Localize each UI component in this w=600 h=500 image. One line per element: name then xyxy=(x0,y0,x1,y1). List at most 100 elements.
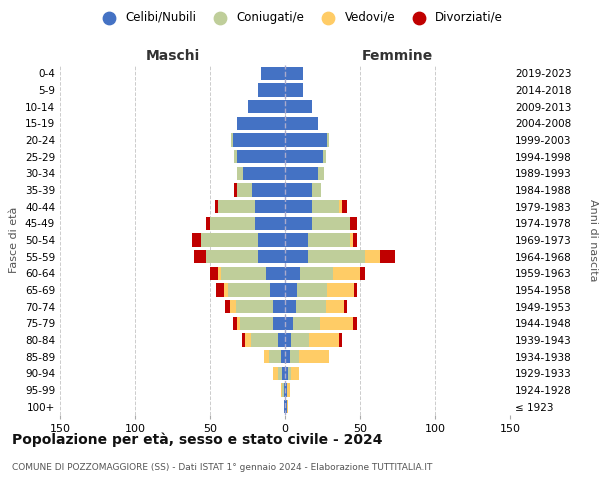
Bar xyxy=(285,284,297,296)
Bar xyxy=(237,184,252,196)
Bar xyxy=(237,166,243,180)
Bar xyxy=(225,300,229,314)
Bar xyxy=(223,284,228,296)
Bar xyxy=(273,316,285,330)
Bar xyxy=(285,266,300,280)
Bar xyxy=(281,350,285,364)
Bar xyxy=(285,300,296,314)
Bar xyxy=(192,234,201,246)
Bar xyxy=(201,234,258,246)
Bar xyxy=(258,84,285,96)
Bar xyxy=(327,284,354,296)
Bar xyxy=(285,350,290,364)
Bar xyxy=(312,184,321,196)
Bar xyxy=(288,366,291,380)
Bar xyxy=(349,216,357,230)
Bar xyxy=(360,266,365,280)
Bar xyxy=(237,116,285,130)
Bar xyxy=(285,366,288,380)
Bar xyxy=(237,150,285,164)
Bar xyxy=(285,234,308,246)
Bar xyxy=(273,366,277,380)
Bar xyxy=(205,250,258,264)
Bar xyxy=(258,250,285,264)
Bar xyxy=(264,350,269,364)
Bar xyxy=(291,366,299,380)
Bar xyxy=(291,334,309,346)
Bar xyxy=(284,384,285,396)
Bar xyxy=(234,184,237,196)
Legend: Celibi/Nubili, Coniugati/e, Vedovi/e, Divorziati/e: Celibi/Nubili, Coniugati/e, Vedovi/e, Di… xyxy=(95,8,505,26)
Y-axis label: Fasce di età: Fasce di età xyxy=(10,207,19,273)
Bar xyxy=(258,234,285,246)
Bar xyxy=(273,300,285,314)
Bar xyxy=(282,384,284,396)
Bar xyxy=(270,284,285,296)
Bar xyxy=(233,134,285,146)
Bar xyxy=(218,200,255,213)
Bar xyxy=(312,200,339,213)
Bar xyxy=(233,316,237,330)
Bar xyxy=(296,300,325,314)
Bar xyxy=(287,384,290,396)
Bar xyxy=(308,234,349,246)
Bar xyxy=(349,234,353,246)
Bar xyxy=(215,200,218,213)
Bar xyxy=(342,200,347,213)
Bar xyxy=(285,66,303,80)
Bar xyxy=(285,200,312,213)
Bar xyxy=(353,316,357,330)
Bar xyxy=(339,334,342,346)
Bar xyxy=(218,266,221,280)
Bar xyxy=(284,400,285,413)
Bar xyxy=(281,384,282,396)
Bar xyxy=(353,234,357,246)
Y-axis label: Anni di nascita: Anni di nascita xyxy=(588,198,598,281)
Bar xyxy=(285,116,318,130)
Bar xyxy=(354,284,357,296)
Bar xyxy=(285,134,327,146)
Bar xyxy=(285,166,318,180)
Bar xyxy=(285,150,323,164)
Bar xyxy=(248,100,285,114)
Text: Femmine: Femmine xyxy=(362,48,433,62)
Bar xyxy=(252,184,285,196)
Bar xyxy=(216,284,223,296)
Bar xyxy=(343,300,347,314)
Bar xyxy=(269,350,281,364)
Bar xyxy=(293,316,320,330)
Bar xyxy=(365,250,380,264)
Bar xyxy=(318,166,324,180)
Bar xyxy=(221,266,265,280)
Bar xyxy=(285,400,287,413)
Bar xyxy=(285,384,287,396)
Bar xyxy=(265,266,285,280)
Bar xyxy=(234,150,237,164)
Bar xyxy=(193,250,205,264)
Bar xyxy=(339,200,342,213)
Bar xyxy=(323,150,325,164)
Bar xyxy=(285,84,303,96)
Bar xyxy=(285,100,312,114)
Text: Popolazione per età, sesso e stato civile - 2024: Popolazione per età, sesso e stato civil… xyxy=(12,432,383,447)
Bar xyxy=(287,400,288,413)
Bar xyxy=(325,300,343,314)
Bar xyxy=(299,350,329,364)
Bar xyxy=(300,266,333,280)
Bar xyxy=(285,334,291,346)
Bar xyxy=(333,266,360,280)
Bar xyxy=(277,366,282,380)
Text: COMUNE DI POZZOMAGGIORE (SS) - Dati ISTAT 1° gennaio 2024 - Elaborazione TUTTITA: COMUNE DI POZZOMAGGIORE (SS) - Dati ISTA… xyxy=(12,462,433,471)
Bar xyxy=(205,216,210,230)
Bar xyxy=(320,316,353,330)
Bar xyxy=(297,284,327,296)
Bar xyxy=(235,300,273,314)
Bar xyxy=(261,66,285,80)
Bar xyxy=(255,216,285,230)
Bar xyxy=(285,250,308,264)
Bar xyxy=(285,184,312,196)
Bar xyxy=(285,316,293,330)
Bar xyxy=(255,200,285,213)
Bar xyxy=(245,334,251,346)
Bar xyxy=(240,316,273,330)
